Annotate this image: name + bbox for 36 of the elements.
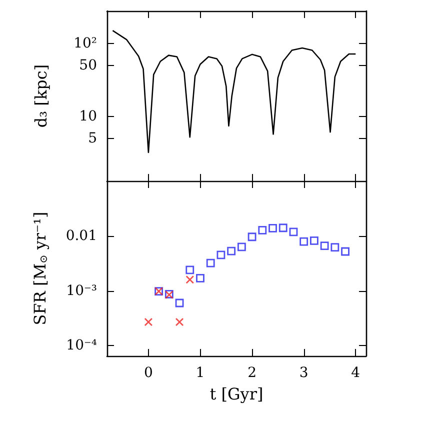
y-tick-label: 10: [79, 108, 97, 124]
x-tick-label: 1: [196, 365, 205, 381]
point: [196, 274, 204, 282]
y-tick-label: 50: [79, 58, 97, 74]
y-tick-label: 0.01: [66, 228, 97, 244]
point: [248, 232, 256, 242]
x-tick-label: 2: [248, 365, 256, 381]
point: [237, 242, 246, 252]
point: [289, 228, 298, 236]
line-series: [112, 30, 356, 154]
point: [268, 224, 277, 232]
point: [186, 275, 194, 284]
point: [320, 242, 329, 250]
y-tick-label: 10⁻³: [66, 282, 97, 299]
y-tick-label: 10⁻⁴: [66, 338, 98, 354]
y-tick-label: 10²: [74, 36, 97, 52]
x-tick-label: 3: [299, 365, 308, 381]
point: [330, 243, 340, 252]
y-tick-label: 5: [88, 130, 97, 146]
y-axis-title: SFR [M⊙ yr⁻¹]: [30, 212, 50, 326]
x-tick-label: 0: [144, 365, 153, 381]
x-axis-title: t [Gyr]: [210, 384, 264, 404]
point: [144, 318, 153, 326]
point: [278, 224, 288, 232]
point: [341, 247, 350, 256]
y-axis-title: d₃ [kpc]: [32, 64, 50, 128]
point: [175, 298, 184, 308]
point: [258, 226, 267, 234]
point: [216, 250, 226, 260]
point: [310, 236, 318, 245]
point: [300, 237, 308, 246]
x-tick-label: 4: [351, 365, 360, 381]
point: [175, 318, 184, 326]
point: [206, 258, 215, 268]
point: [227, 246, 236, 256]
point: [186, 266, 194, 274]
